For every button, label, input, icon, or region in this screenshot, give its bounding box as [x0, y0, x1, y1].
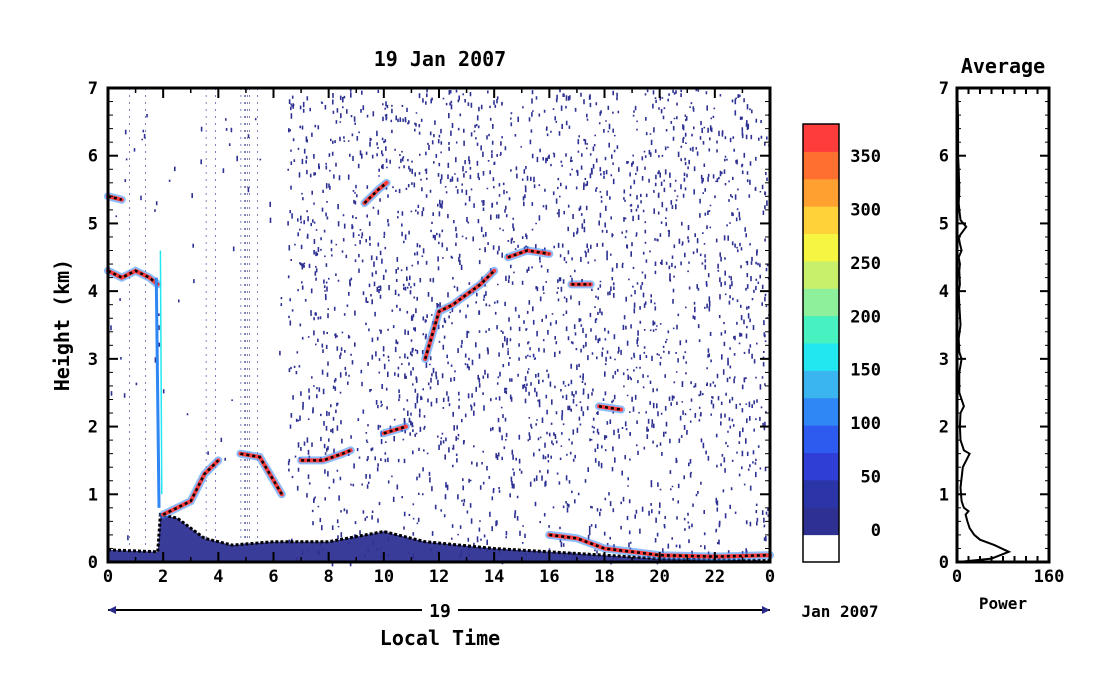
y-axis-label: Height (km)	[50, 259, 74, 391]
y-tick-label: 0	[88, 553, 98, 573]
colorbar-tick-label: 200	[850, 307, 881, 327]
colorbar-tick-label: 100	[850, 414, 881, 434]
y-tick-label: 3	[88, 350, 98, 370]
layer-edge	[363, 181, 388, 204]
colorbar-ticks: 0 50 100 150 200 250 300 350	[850, 147, 881, 541]
noise-dots	[110, 88, 772, 567]
date-axis-day: 19	[429, 601, 451, 622]
x-tick-label: 12	[429, 567, 449, 587]
profile-x-tick-label: 160	[1034, 567, 1065, 587]
colorbar-band	[803, 425, 839, 454]
profile-y-tick-label: 5	[939, 214, 949, 234]
layer-edge	[598, 405, 622, 411]
y-tick-label: 5	[88, 214, 98, 234]
colorbar-tick-label: 350	[850, 147, 881, 167]
x-tick-label: 18	[594, 567, 614, 587]
colorbar-frame	[802, 123, 840, 563]
colorbar-band	[803, 315, 839, 344]
profile-y-tick-label: 0	[939, 553, 949, 573]
profile-x-tick-label: 0	[952, 567, 962, 587]
x-tick-label: 0	[765, 567, 775, 587]
x-tick-label: 6	[268, 567, 278, 587]
x-tick-label: 22	[705, 567, 725, 587]
layer-edge	[549, 533, 771, 558]
colorbar-band	[803, 479, 839, 508]
colorbar-band	[803, 397, 839, 426]
profile-x-label: Power	[979, 594, 1027, 613]
date-axis-day-bg	[422, 598, 458, 620]
y-tick-label: 4	[88, 282, 98, 302]
colorbar-tick-label: 300	[850, 200, 881, 220]
layer-edge	[107, 269, 159, 286]
profile-y-tick-label: 1	[939, 485, 949, 505]
y-axis: 0 1 2 3 4 5 6 7	[88, 79, 770, 573]
y-tick-label: 6	[88, 147, 98, 167]
colorbar-band	[803, 260, 839, 289]
profile-title: Average	[961, 54, 1045, 78]
layer-edge	[107, 195, 123, 201]
x-tick-label: 4	[213, 567, 223, 587]
x-tick-label: 14	[484, 567, 504, 587]
date-axis-arrow-right	[762, 606, 770, 614]
x-tick-label: 16	[539, 567, 559, 587]
x-axis: 0 2 4 6 8 10 12 14 16 18 20 22 0	[103, 88, 775, 587]
x-axis-label: Local Time	[380, 626, 500, 650]
date-axis-arrow-left	[108, 606, 116, 614]
layer-edge	[240, 452, 283, 495]
x-tick-label: 8	[324, 567, 334, 587]
layer-edge	[301, 449, 352, 462]
layer-core	[161, 458, 221, 517]
colorbar-band	[803, 343, 839, 371]
x-tick-label: 10	[374, 567, 394, 587]
fall-streak	[154, 277, 161, 508]
colorbar-band	[803, 507, 839, 536]
fall-streak-2	[159, 250, 163, 495]
main-title: 19 Jan 2007	[374, 47, 506, 71]
profile-line	[956, 87, 1012, 563]
profile-y-tick-label: 6	[939, 147, 949, 167]
features	[104, 178, 774, 563]
colorbar-tick-label: 250	[850, 254, 881, 274]
y-tick-label: 7	[88, 79, 98, 99]
colorbar: 0 50 100 150 200 250 300 350	[802, 123, 881, 563]
colorbar-tick-label: 0	[871, 521, 881, 541]
noise-field	[110, 88, 772, 567]
colorbar-band	[803, 178, 839, 207]
date-axis: 19 Jan 2007	[108, 598, 879, 622]
profile-y-tick-label: 3	[939, 350, 949, 370]
colorbar-band	[803, 151, 839, 180]
colorbar-band	[803, 206, 839, 235]
colorbar-bands	[803, 124, 839, 563]
layer-edge	[423, 269, 496, 360]
colorbar-band	[803, 534, 839, 563]
profile-frame	[955, 86, 1051, 564]
colorbar-tick-label: 50	[861, 468, 881, 488]
colorbar-band	[803, 452, 839, 481]
date-axis-month: Jan 2007	[801, 602, 878, 621]
x-tick-label: 2	[158, 567, 168, 587]
layer-edge	[383, 425, 407, 435]
profile-y-tick-label: 4	[939, 282, 949, 302]
x-tick-label: 20	[649, 567, 669, 587]
colorbar-band	[803, 124, 839, 152]
profile-y-tick-label: 2	[939, 418, 949, 438]
profile-plot: 0 1 2 3 4 5 6 7 0 160	[939, 79, 1065, 587]
colorbar-tick-label: 150	[850, 361, 881, 381]
profile-axes: 0 1 2 3 4 5 6 7 0 160	[939, 79, 1065, 587]
y-tick-label: 1	[88, 485, 98, 505]
x-tick-label: 0	[103, 567, 113, 587]
y-tick-label: 2	[88, 418, 98, 438]
layer-edge	[507, 249, 550, 259]
colorbar-band	[803, 370, 839, 399]
colorbar-band	[803, 288, 839, 317]
profile-y-tick-label: 7	[939, 79, 949, 99]
boundary-layer	[108, 514, 770, 562]
colorbar-band	[803, 233, 839, 262]
